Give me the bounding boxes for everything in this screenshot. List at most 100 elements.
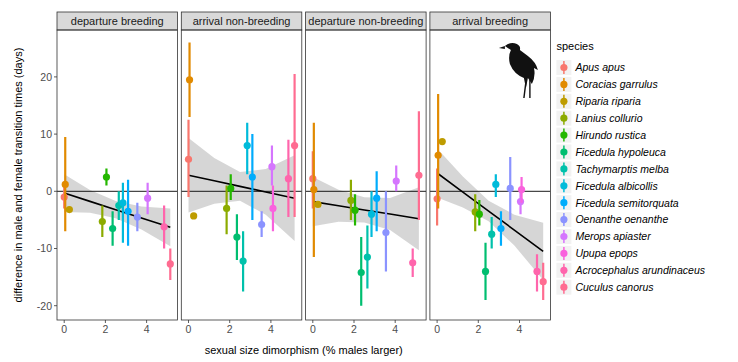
point [227,185,234,192]
point [185,156,192,163]
legend-key [556,246,571,261]
y-tick [54,248,57,249]
x-tick-label: 0 [434,323,440,335]
legend-key [556,111,571,126]
reference-line [430,191,551,192]
x-tick-label: 4 [268,323,274,335]
point [144,195,151,202]
legend-key [556,229,571,244]
error-bar [122,183,124,243]
confidence-band [437,148,543,280]
plot-area [430,94,551,300]
legend-key [556,60,571,75]
point [285,175,292,182]
point [244,142,251,149]
point [190,212,197,219]
x-tick-label: 0 [186,323,192,335]
plot-area [306,111,426,305]
y-tick [54,134,57,135]
legend-label: Coracias garrulus [575,78,658,90]
y-tick-label: -20 [37,300,52,312]
point [99,218,106,225]
point [409,259,416,266]
point [492,181,499,188]
point [507,185,514,192]
legend: speciesApus apusCoracias garrulusRiparia… [556,40,705,295]
x-tick-label: 4 [517,323,523,335]
point [291,142,298,149]
x-tick-label: 2 [351,323,357,335]
point [393,177,400,184]
fit-line [313,202,419,219]
legend-key [556,195,571,210]
strip [181,12,301,30]
point [533,268,540,275]
point [119,199,126,206]
panel-border [306,30,427,320]
fit-line [437,173,543,251]
panel: departure non-breeding024 [306,12,427,335]
reference-line [57,191,178,192]
facet-title: departure breeding [71,15,164,27]
panel-background [306,30,427,320]
point [415,172,422,179]
legend-label: Ficedula hypoleuca [575,146,666,158]
background [0,0,738,362]
point [233,233,240,240]
legend-label: Oenanthe oenanthe [575,213,668,225]
legend-key-point [560,81,567,88]
point [347,197,354,204]
strip [306,12,427,30]
point [109,225,116,232]
x-tick-label: 2 [475,323,481,335]
point [124,208,131,215]
legend-label: Apus apus [574,61,625,73]
x-tick-label: 2 [102,323,108,335]
point [62,181,69,188]
legend-label: Hirundo rustica [575,129,646,141]
point [223,205,230,212]
legend-key-point [560,233,567,240]
legend-label: Merops apiaster [575,230,651,242]
legend-key [556,128,571,143]
x-tick-label: 2 [227,323,233,335]
point [268,163,275,170]
confidence-band [313,177,419,250]
legend-key [556,212,571,227]
y-tick [54,191,57,192]
legend-label: Lanius collurio [575,112,642,124]
legend-label: Riparia riparia [575,95,641,107]
y-tick-label: 0 [46,185,52,197]
legend-key [556,77,571,92]
point [161,223,168,230]
point [134,213,141,220]
point [249,173,256,180]
point [476,211,483,218]
panel-background [430,30,551,320]
panel: arrival breeding024 [430,12,551,335]
bird-leg [529,80,530,98]
legend-label: Upupa epops [575,247,638,259]
point [439,138,446,145]
y-tick-label: 10 [40,128,52,140]
point [373,195,380,202]
legend-key-point [560,64,567,71]
legend-key-point [560,250,567,257]
confidence-band [189,138,295,241]
error-bar [418,111,420,220]
point [258,221,265,228]
point [368,211,375,218]
x-tick-label: 4 [144,323,150,335]
legend-label: Ficedula albicollis [575,180,658,192]
point [488,231,495,238]
y-tick-label: -10 [37,242,52,254]
facet-title: departure non-breeding [308,15,423,27]
panel: arrival non-breeding024 [181,12,301,335]
legend-key-point [560,165,567,172]
strip [57,12,178,30]
plot-area [57,137,178,280]
y-tick [54,305,57,306]
legend-key-point [560,216,567,223]
panel-border [57,30,178,320]
legend-key-point [560,267,567,274]
